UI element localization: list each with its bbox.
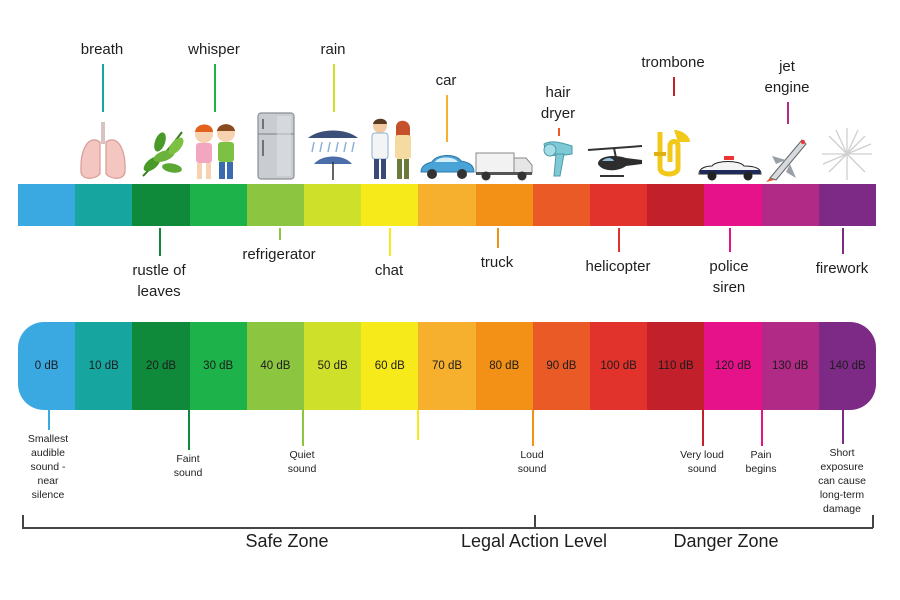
- source-connector-above-0: [102, 64, 104, 112]
- source-connector-above-4: [558, 128, 560, 136]
- sound-source-color-band: [18, 184, 877, 226]
- db-segment-0: 0 dB: [18, 322, 76, 410]
- danger-zone-label: Danger Zone: [673, 531, 779, 551]
- leaves-icon: [142, 131, 184, 177]
- children-whisper-icon: [195, 124, 235, 179]
- db-segment-11: 110 dB: [647, 322, 705, 410]
- source-connector-above-3: [446, 95, 448, 142]
- zone-bracket-line: [22, 527, 873, 529]
- db-segment-3: 30 dB: [189, 322, 247, 410]
- car-icon: [420, 155, 475, 179]
- decibel-scale-bar: 0 dB 10 dB 20 dB 30 dB 40 dB 50 dB 60 dB 70 dB 8…: [18, 322, 876, 410]
- source-label-above-6: jet engine: [764, 58, 810, 96]
- note-label-5: Pain begins: [745, 449, 777, 475]
- refrigerator-icon: [257, 112, 295, 180]
- band-segment-0: [18, 184, 76, 226]
- note-connector-6: [842, 410, 844, 444]
- firework-icon: [822, 128, 872, 180]
- source-label-above-5: trombone: [641, 54, 705, 71]
- jet-icon: [766, 139, 807, 182]
- zone-bracket-mid-tick: [534, 515, 536, 528]
- band-segment-9: [532, 184, 591, 226]
- safe-zone-label: Safe Zone: [245, 531, 329, 551]
- source-label-above-4: hair dryer: [540, 84, 576, 122]
- source-label-above-2: rain: [320, 41, 346, 58]
- db-60-tick: [417, 410, 419, 440]
- note-connector-3: [532, 410, 534, 446]
- band-segment-6: [361, 184, 419, 226]
- source-label-above-3: car: [435, 72, 457, 89]
- source-connector-below-3: [497, 228, 499, 248]
- band-segment-3: [189, 184, 247, 226]
- source-connector-below-5: [729, 228, 731, 252]
- zone-bracket-left-tick: [22, 515, 24, 528]
- db-segment-8: 80 dB: [475, 322, 533, 410]
- band-segment-11: [647, 184, 705, 226]
- source-label-below-3: truck: [480, 254, 514, 271]
- source-connector-below-2: [389, 228, 391, 256]
- source-connector-above-5: [673, 77, 675, 96]
- rain-umbrella-icon: [308, 130, 358, 180]
- hair-dryer-icon: [543, 141, 573, 177]
- db-segment-1: 10 dB: [75, 322, 133, 410]
- source-label-below-6: firework: [815, 260, 869, 277]
- note-label-1: Faint sound: [173, 453, 203, 479]
- source-label-above-1: whisper: [188, 41, 240, 58]
- zone-bracket-right-tick: [872, 515, 874, 528]
- note-label-3: Loud sound: [517, 449, 547, 475]
- source-connector-above-2: [333, 64, 335, 112]
- source-label-below-2: chat: [374, 262, 404, 279]
- truck-icon: [475, 152, 533, 181]
- note-connector-2: [302, 410, 304, 446]
- source-connector-above-1: [214, 64, 216, 112]
- db-segment-9: 90 dB: [532, 322, 591, 410]
- lungs-icon: [80, 122, 126, 179]
- source-connector-below-1: [279, 228, 281, 240]
- band-segment-10: [590, 184, 648, 226]
- band-segment-2: [132, 184, 190, 226]
- band-segment-1: [75, 184, 133, 226]
- legal-action-level-label: Legal Action Level: [460, 531, 608, 551]
- band-segment-4: [246, 184, 305, 226]
- note-label-2: Quiet sound: [287, 449, 317, 475]
- note-label-0: Smallest audible sound - near silence: [27, 433, 69, 501]
- source-label-below-4: helicopter: [585, 258, 651, 275]
- db-segment-2: 20 dB: [132, 322, 190, 410]
- db-segment-5: 50 dB: [304, 322, 362, 410]
- note-label-6: Short exposure can cause long-term damag…: [818, 447, 866, 515]
- source-connector-below-4: [618, 228, 620, 252]
- band-segment-13: [761, 184, 819, 226]
- db-segment-7: 70 dB: [418, 322, 476, 410]
- source-label-above-0: breath: [80, 41, 124, 58]
- db-segment-4: 40 dB: [246, 322, 305, 410]
- note-label-4: Very loud sound: [680, 449, 724, 475]
- source-connector-below-0: [159, 228, 161, 256]
- police-car-icon: [698, 156, 762, 181]
- band-segment-7: [418, 184, 476, 226]
- db-segment-6: 60 dB: [361, 322, 419, 410]
- source-label-below-1: refrigerator: [242, 246, 316, 263]
- note-connector-0: [48, 410, 50, 430]
- trombone-icon: [654, 130, 690, 177]
- helicopter-icon: [587, 145, 643, 177]
- people-chat-icon: [371, 118, 411, 179]
- note-connector-4: [702, 410, 704, 446]
- band-segment-12: [704, 184, 762, 226]
- db-segment-12: 120 dB: [704, 322, 762, 410]
- source-label-below-5: police siren: [709, 258, 749, 296]
- source-connector-below-6: [842, 228, 844, 254]
- note-connector-5: [761, 410, 763, 446]
- note-connector-1: [188, 410, 190, 450]
- band-segment-14: [818, 184, 877, 226]
- db-segment-10: 100 dB: [590, 322, 648, 410]
- band-segment-5: [304, 184, 362, 226]
- db-segment-13: 130 dB: [761, 322, 819, 410]
- source-connector-above-6: [787, 102, 789, 124]
- band-segment-8: [475, 184, 533, 226]
- db-segment-14: 140 dB: [818, 322, 876, 410]
- source-label-below-0: rustle of leaves: [132, 262, 186, 300]
